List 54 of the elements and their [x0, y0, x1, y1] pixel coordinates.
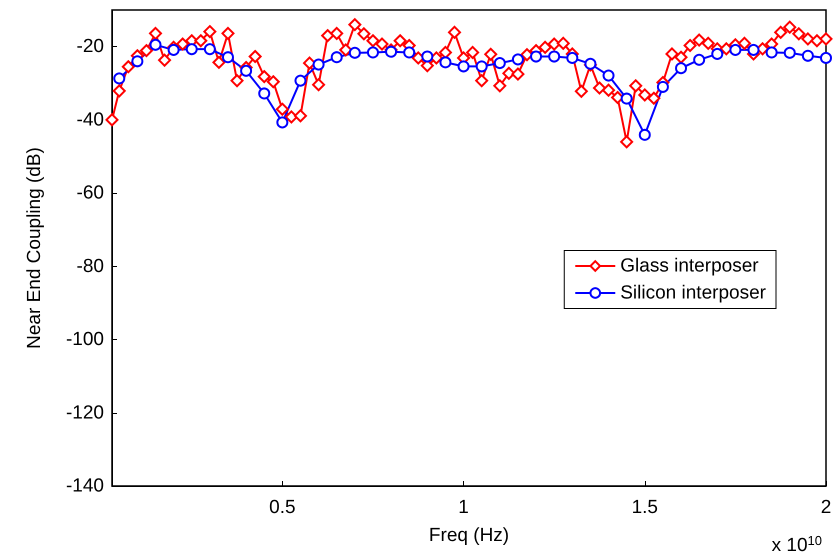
y-tick-label: -20 [76, 36, 104, 58]
point [675, 62, 688, 74]
point [693, 54, 706, 66]
point [620, 92, 633, 105]
point [820, 52, 832, 64]
point [222, 51, 234, 64]
point [330, 51, 343, 64]
point [258, 87, 270, 100]
point [186, 43, 198, 56]
legend-label: Glass interposer [620, 256, 760, 276]
point [113, 72, 126, 84]
y-axis-title: Near End Coupling (dB) [24, 147, 45, 349]
y-tick-label: -60 [76, 182, 104, 204]
y-tick-label: -120 [66, 402, 104, 424]
point [748, 44, 760, 56]
point [458, 60, 470, 72]
point [711, 48, 724, 60]
x-tick-label: 1 [458, 497, 469, 518]
point [366, 46, 379, 58]
y-tick-label: -100 [66, 329, 104, 350]
point [729, 44, 742, 56]
legend-label: Silicon interposer [620, 282, 767, 304]
point [168, 44, 180, 56]
point [602, 70, 615, 82]
point [385, 46, 398, 58]
point [638, 128, 651, 141]
x-tick-label: 2 [820, 497, 832, 518]
point [512, 53, 524, 66]
point [784, 46, 796, 59]
point [276, 116, 288, 128]
point [421, 50, 434, 62]
point [348, 46, 361, 59]
point [312, 58, 325, 71]
point [131, 55, 144, 68]
point [566, 52, 578, 64]
point [150, 38, 162, 51]
point [802, 50, 814, 62]
point [548, 50, 560, 62]
x-tick-label: 1.5 [632, 497, 658, 518]
x-tick-label: 0.5 [269, 497, 296, 518]
point [240, 64, 252, 77]
y-tick-label: -80 [76, 256, 104, 277]
point [656, 80, 669, 93]
point [294, 74, 306, 87]
point [439, 56, 452, 68]
point [204, 43, 216, 56]
point [476, 60, 488, 72]
point [494, 57, 506, 70]
point [766, 46, 778, 58]
y-tick-label: -40 [76, 109, 104, 130]
x-axis-title: Freq (Hz) [428, 525, 510, 546]
point [403, 46, 416, 58]
point [530, 50, 542, 62]
y-tick-label: -140 [66, 476, 104, 496]
